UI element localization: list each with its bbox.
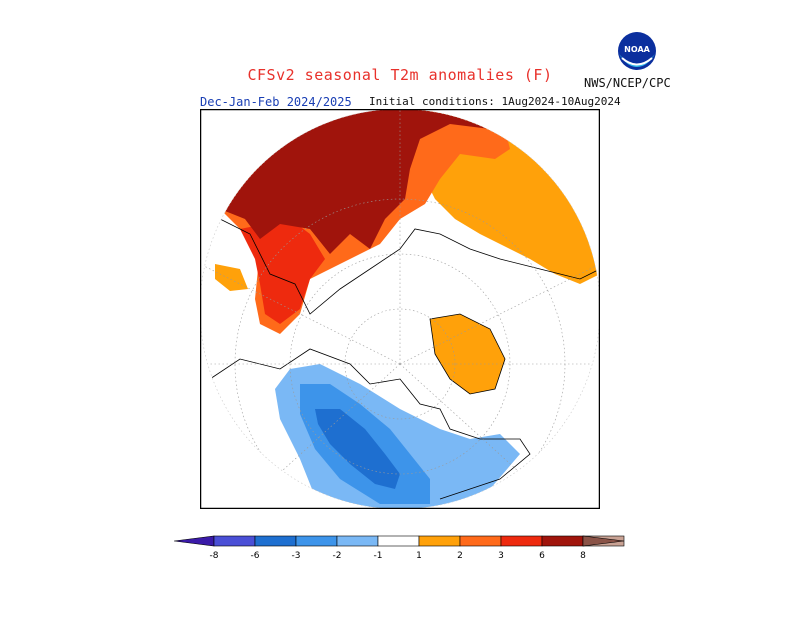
colorbar-tick-label: -6 (251, 551, 260, 561)
map-border (200, 109, 600, 509)
map-globe (200, 109, 600, 509)
initial-conditions-label: Initial conditions: 1Aug2024-10Aug2024 (369, 95, 621, 108)
noaa-logo-text: NOAA (624, 45, 650, 54)
colorbar-bin (336, 535, 379, 547)
colorbar-bin (541, 535, 584, 547)
colorbar-tick-label: 8 (580, 551, 586, 561)
anomaly-region-red (240, 219, 325, 324)
colorbar-bin (500, 535, 543, 547)
agency-label: NWS/NCEP/CPC (584, 76, 671, 90)
colorbar-tick-label: -1 (374, 551, 383, 561)
colorbar-bin (418, 535, 461, 547)
colorbar-bin (377, 535, 420, 547)
colorbar: -8 -6 -3 -2 -1 1 2 3 6 8 (174, 535, 625, 561)
colorbar-tick-label: 6 (539, 551, 545, 561)
anomaly-region-greenland (430, 314, 505, 394)
colorbar-cold-arrow (174, 535, 215, 547)
anomaly-region-europe-small (215, 264, 248, 291)
colorbar-tick-label: 2 (457, 551, 463, 561)
coastline-eurasia (219, 218, 600, 315)
polar-map (200, 109, 600, 509)
colorbar-tick-label: -3 (292, 551, 301, 561)
colorbar-tick-label: 1 (416, 551, 422, 561)
colorbar-bin (254, 535, 297, 547)
colorbar-tick-label: -8 (210, 551, 219, 561)
graticule (200, 109, 600, 509)
colorbar-tick-label: -2 (333, 551, 342, 561)
anomaly-region-dark-blue (315, 409, 400, 489)
colorbar-labels: -8 -6 -3 -2 -1 1 2 3 6 8 (210, 551, 587, 561)
coastline-greenland (429, 313, 506, 395)
colorbar-warm-arrow (582, 535, 625, 547)
colorbar-bin (213, 535, 256, 547)
colorbar-bin (295, 535, 338, 547)
noaa-logo: NOAA (618, 32, 656, 70)
period-label: Dec-Jan-Feb 2024/2025 (200, 95, 352, 109)
colorbar-tick-label: 3 (498, 551, 504, 561)
page-title: CFSv2 seasonal T2m anomalies (F) (247, 66, 553, 84)
coastline (209, 348, 531, 500)
colorbar-bin (459, 535, 502, 547)
